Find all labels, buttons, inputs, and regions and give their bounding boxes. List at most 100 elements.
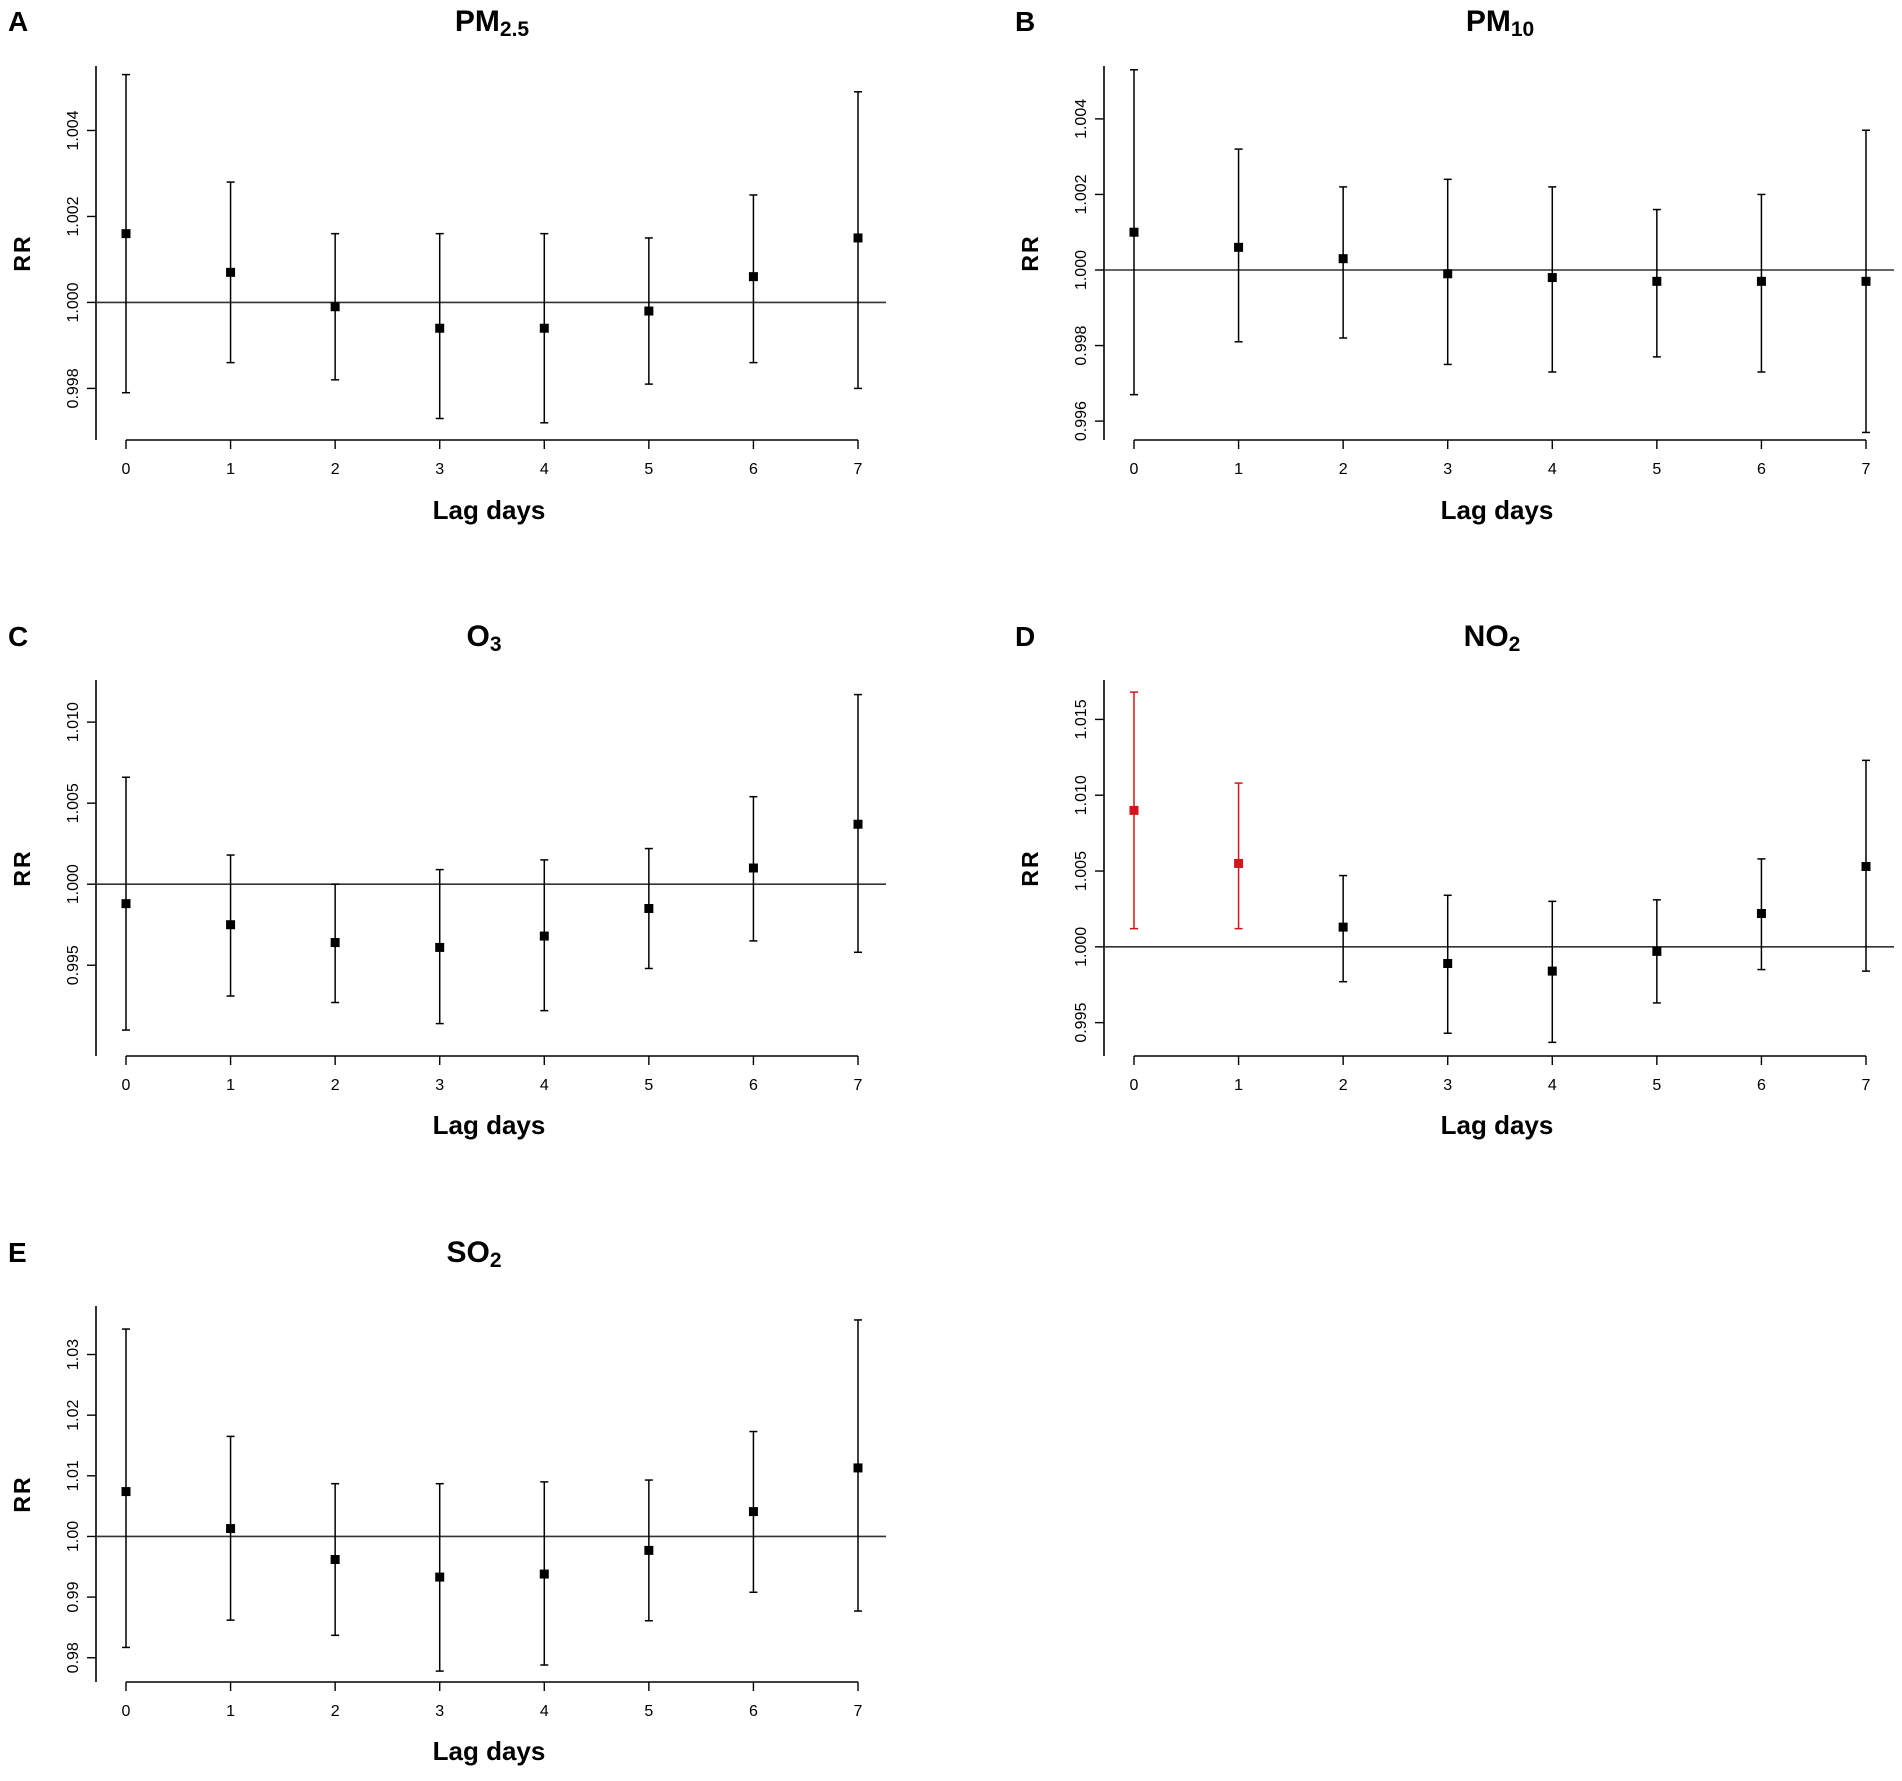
data-point — [1652, 946, 1662, 956]
y-tick-label: 0.99 — [65, 1581, 82, 1612]
chart-title-subscript: 2 — [490, 1249, 502, 1272]
data-point — [1861, 861, 1871, 871]
x-tick-label: 3 — [1443, 1077, 1452, 1094]
data-point — [121, 229, 131, 239]
x-tick-label: 3 — [1443, 461, 1452, 478]
data-point — [1443, 959, 1453, 969]
data-point — [539, 931, 549, 941]
x-axis-label: Lag days — [1441, 1110, 1554, 1140]
x-tick-label: 7 — [854, 461, 863, 478]
y-tick-label: 0.995 — [1073, 1003, 1090, 1043]
y-tick-label: 0.998 — [65, 368, 82, 408]
data-point — [539, 323, 549, 333]
x-tick-label: 2 — [331, 1077, 340, 1094]
data-point — [748, 272, 758, 282]
data-point — [435, 1572, 445, 1582]
y-tick-label: 1.010 — [65, 702, 82, 742]
data-point — [1443, 269, 1453, 279]
data-point — [1129, 227, 1139, 237]
data-point — [226, 267, 236, 277]
x-tick-label: 1 — [226, 1077, 235, 1094]
data-point — [1234, 858, 1244, 868]
data-point — [226, 1524, 236, 1534]
data-point — [644, 306, 654, 316]
y-tick-label: 1.002 — [65, 196, 82, 236]
x-tick-label: 7 — [1862, 461, 1871, 478]
chart-panel-b: B PM10 0.996 0.998 1.000 1.002 1.004 0 1 2 3 4 5 6 7 RR… — [1015, 5, 1894, 525]
x-tick-label: 4 — [1548, 1077, 1557, 1094]
x-tick-label: 5 — [644, 1077, 653, 1094]
chart-title: PM2.5 — [455, 5, 530, 41]
x-tick-label: 0 — [1130, 461, 1139, 478]
chart-title-subscript: 3 — [490, 633, 502, 656]
data-point — [435, 323, 445, 333]
x-tick-label: 6 — [749, 1703, 758, 1720]
y-tick-label: 1.000 — [65, 864, 82, 904]
y-tick-label: 1.002 — [1073, 174, 1090, 214]
chart-title: PM10 — [1466, 5, 1534, 41]
x-tick-label: 4 — [540, 461, 549, 478]
chart-title-main: PM — [455, 5, 500, 38]
y-tick-label: 1.00 — [65, 1521, 82, 1552]
x-tick-label: 2 — [1339, 1077, 1348, 1094]
chart-title-subscript: 2 — [1509, 633, 1521, 656]
x-tick-label: 4 — [540, 1703, 549, 1720]
data-point — [121, 899, 131, 909]
data-point — [539, 1569, 549, 1579]
y-tick-label: 1.005 — [1073, 851, 1090, 891]
data-point — [1756, 276, 1766, 286]
y-tick-label: 0.98 — [65, 1642, 82, 1673]
panel-letter: D — [1015, 621, 1035, 652]
x-axis-label: Lag days — [433, 1110, 546, 1140]
data-point — [853, 819, 863, 829]
x-axis-label: Lag days — [1441, 495, 1554, 525]
data-point — [330, 1554, 340, 1564]
chart-title-main: NO — [1464, 620, 1509, 653]
x-tick-label: 6 — [749, 1077, 758, 1094]
y-tick-label: 1.000 — [1073, 250, 1090, 290]
x-tick-label: 0 — [122, 1703, 131, 1720]
panel-letter: E — [8, 1237, 27, 1268]
y-axis-label: RR — [9, 1475, 35, 1512]
x-tick-label: 7 — [854, 1703, 863, 1720]
x-tick-label: 2 — [331, 461, 340, 478]
x-tick-label: 1 — [1234, 461, 1243, 478]
data-point — [1861, 276, 1871, 286]
y-tick-label: 1.02 — [65, 1399, 82, 1430]
data-point — [1338, 922, 1348, 932]
y-tick-label: 0.995 — [65, 945, 82, 985]
x-tick-label: 0 — [1130, 1077, 1139, 1094]
y-tick-label: 1.004 — [65, 110, 82, 150]
data-point — [748, 1507, 758, 1517]
data-point — [330, 938, 340, 948]
x-tick-label: 4 — [540, 1077, 549, 1094]
chart-title: NO2 — [1464, 620, 1521, 656]
y-tick-label: 1.03 — [65, 1339, 82, 1370]
x-tick-label: 0 — [122, 461, 131, 478]
data-point — [330, 302, 340, 312]
y-tick-label: 1.015 — [1073, 699, 1090, 739]
x-tick-label: 1 — [226, 461, 235, 478]
chart-title-main: PM — [1466, 5, 1511, 38]
y-tick-label: 1.004 — [1073, 99, 1090, 139]
y-tick-label: 1.005 — [65, 783, 82, 823]
x-tick-label: 7 — [1862, 1077, 1871, 1094]
panel-letter: C — [8, 621, 28, 652]
data-point — [1756, 908, 1766, 918]
x-tick-label: 2 — [331, 1703, 340, 1720]
chart-title-subscript: 2.5 — [500, 18, 530, 41]
x-tick-label: 4 — [1548, 461, 1557, 478]
x-tick-label: 6 — [1757, 461, 1766, 478]
y-tick-label: 0.998 — [1073, 325, 1090, 365]
panel-letter: B — [1015, 6, 1035, 37]
y-axis-label: RR — [1017, 849, 1043, 886]
data-point — [1129, 805, 1139, 815]
data-point — [1338, 254, 1348, 264]
x-tick-label: 3 — [435, 461, 444, 478]
data-point — [1547, 966, 1557, 976]
x-tick-label: 3 — [435, 1077, 444, 1094]
data-point — [226, 920, 236, 930]
